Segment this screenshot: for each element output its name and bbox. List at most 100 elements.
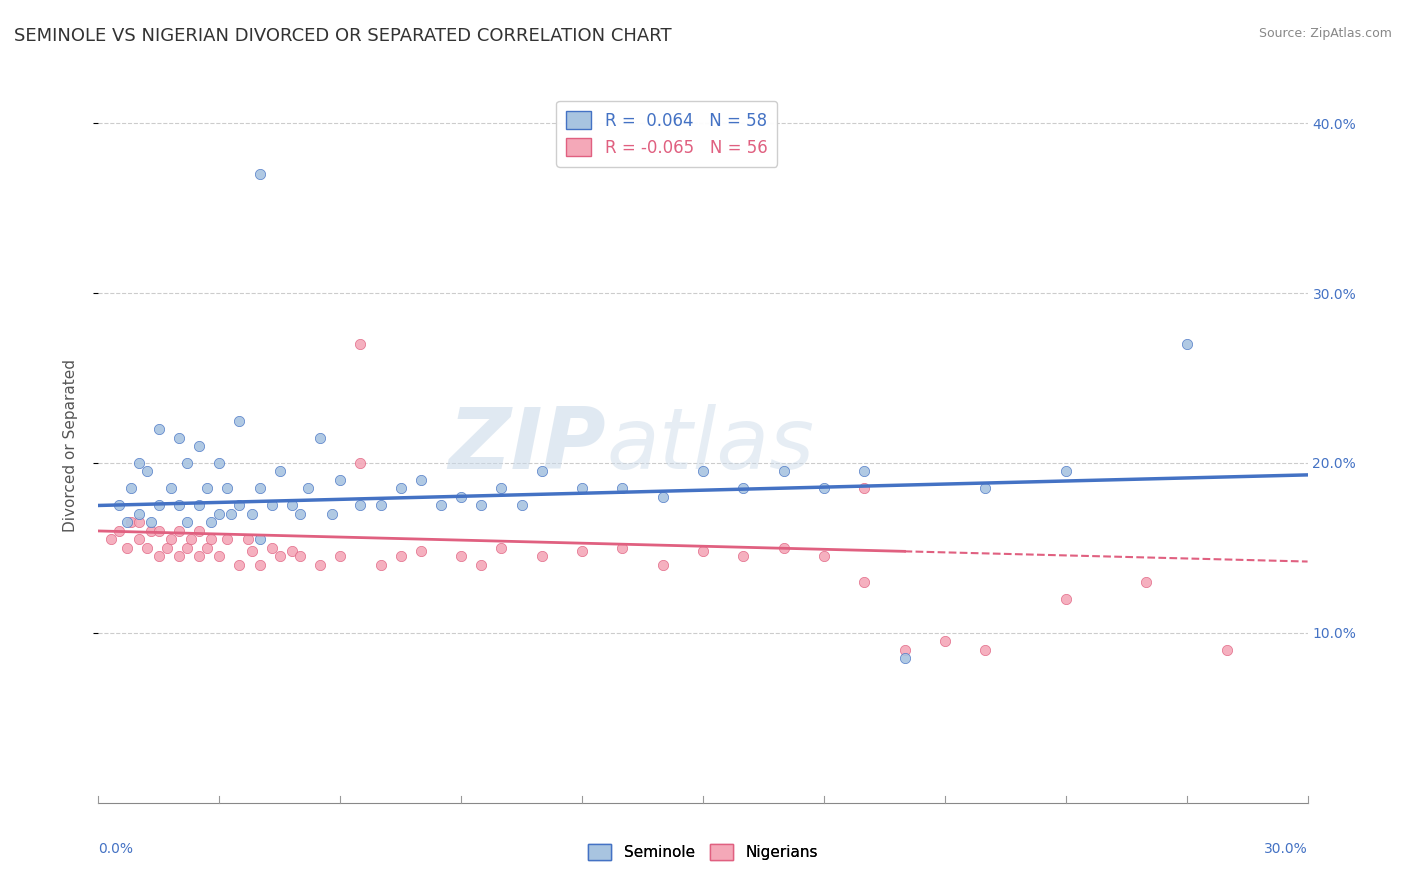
Point [470,499,492,513]
Point [571,544,593,558]
Point [281,544,304,558]
Point [260,499,283,513]
Point [120,482,142,496]
Point [217,482,239,496]
Point [167,524,190,538]
Point [470,558,492,572]
Point [309,430,332,444]
Point [491,541,513,555]
Point [281,499,304,513]
Point [1216,643,1239,657]
Point [1054,465,1077,479]
Point [100,533,122,547]
Point [309,558,332,572]
Point [128,516,150,530]
Point [612,482,634,496]
Point [260,541,283,555]
Point [510,499,533,513]
Text: SEMINOLE VS NIGERIAN DIVORCED OR SEPARATED CORRELATION CHART: SEMINOLE VS NIGERIAN DIVORCED OR SEPARAT… [14,27,672,45]
Point [349,499,371,513]
Point [813,482,835,496]
Point [139,516,162,530]
Point [733,549,755,564]
Point [160,482,183,496]
Point [249,558,271,572]
Point [128,456,150,470]
Point [188,439,211,453]
Point [228,413,250,427]
Point [217,533,239,547]
Point [249,482,271,496]
Point [195,482,218,496]
Point [733,482,755,496]
Point [612,541,634,555]
Point [167,430,190,444]
Point [349,337,371,351]
Text: 0.0%: 0.0% [98,842,134,856]
Point [208,507,231,521]
Point [974,482,997,496]
Point [772,541,794,555]
Point [692,465,714,479]
Point [221,507,243,521]
Point [389,482,412,496]
Point [176,516,198,530]
Point [370,558,392,572]
Point [389,549,412,564]
Point [249,167,271,181]
Point [120,516,142,530]
Point [188,499,211,513]
Point [853,574,876,589]
Point [321,507,343,521]
Point [135,465,157,479]
Point [128,507,150,521]
Point [450,549,472,564]
Point [934,634,956,648]
Point [269,549,291,564]
Point [156,541,179,555]
Point [148,422,170,436]
Point [430,499,453,513]
Point [208,456,231,470]
Point [329,473,352,487]
Point [200,533,222,547]
Point [1054,591,1077,606]
Point [115,541,138,555]
Point [139,524,162,538]
Point [236,533,259,547]
Point [813,549,835,564]
Text: ZIP: ZIP [449,404,606,488]
Text: Source: ZipAtlas.com: Source: ZipAtlas.com [1258,27,1392,40]
Point [188,524,211,538]
Point [1135,574,1157,589]
Point [107,499,129,513]
Point [651,558,673,572]
Point [148,524,170,538]
Point [893,651,915,665]
Point [893,643,915,657]
Point [160,533,183,547]
Point [200,516,222,530]
Point [135,541,157,555]
Point [228,499,250,513]
Point [297,482,319,496]
Point [148,499,170,513]
Point [853,482,876,496]
Point [651,490,673,504]
Point [974,643,997,657]
Point [772,465,794,479]
Point [409,473,432,487]
Point [269,465,291,479]
Text: 30.0%: 30.0% [1264,842,1308,856]
Point [288,549,311,564]
Point [148,549,170,564]
Point [370,499,392,513]
Point [571,482,593,496]
Point [853,465,876,479]
Point [240,544,263,558]
Legend: Seminole, Nigerians: Seminole, Nigerians [582,838,824,866]
Point [195,541,218,555]
Point [450,490,472,504]
Point [1175,337,1198,351]
Point [128,533,150,547]
